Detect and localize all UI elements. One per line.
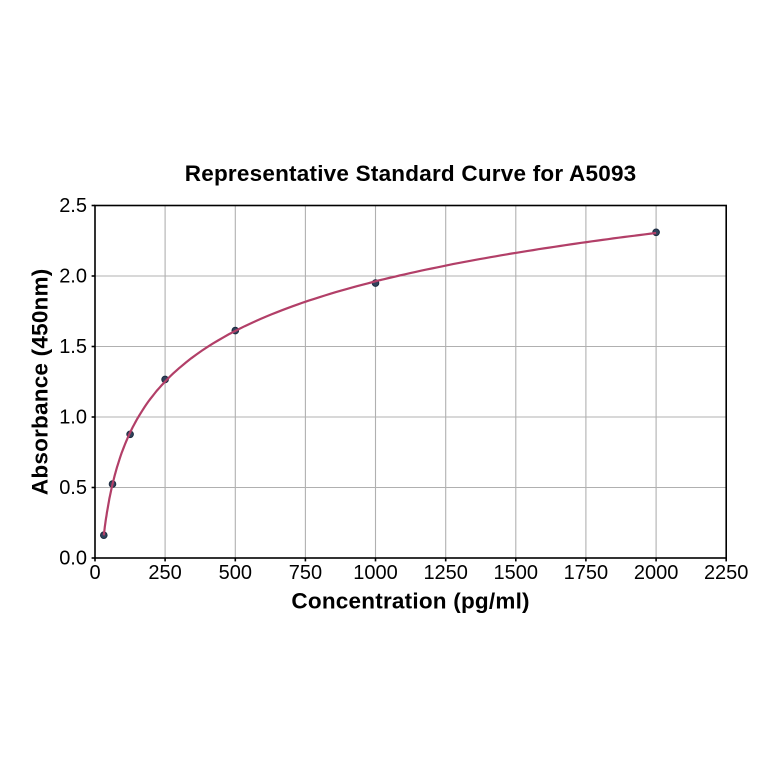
svg-text:1.0: 1.0 bbox=[59, 407, 87, 429]
svg-text:Concentration (pg/ml): Concentration (pg/ml) bbox=[291, 589, 529, 614]
svg-text:2.5: 2.5 bbox=[59, 195, 87, 217]
svg-text:2000: 2000 bbox=[634, 562, 679, 584]
svg-text:250: 250 bbox=[148, 562, 181, 584]
svg-text:500: 500 bbox=[219, 562, 252, 584]
svg-text:1500: 1500 bbox=[494, 562, 539, 584]
svg-text:1.5: 1.5 bbox=[59, 336, 87, 358]
svg-text:2250: 2250 bbox=[704, 562, 749, 584]
svg-text:750: 750 bbox=[289, 562, 322, 584]
svg-text:0.5: 0.5 bbox=[59, 477, 87, 499]
svg-text:2.0: 2.0 bbox=[59, 266, 87, 288]
svg-text:0: 0 bbox=[89, 562, 100, 584]
svg-text:0.0: 0.0 bbox=[59, 548, 87, 570]
svg-text:1750: 1750 bbox=[564, 562, 609, 584]
svg-text:1000: 1000 bbox=[353, 562, 398, 584]
svg-text:Absorbance (450nm): Absorbance (450nm) bbox=[28, 269, 53, 496]
svg-text:Representative Standard Curve: Representative Standard Curve for A5093 bbox=[185, 161, 637, 186]
svg-text:1250: 1250 bbox=[423, 562, 468, 584]
